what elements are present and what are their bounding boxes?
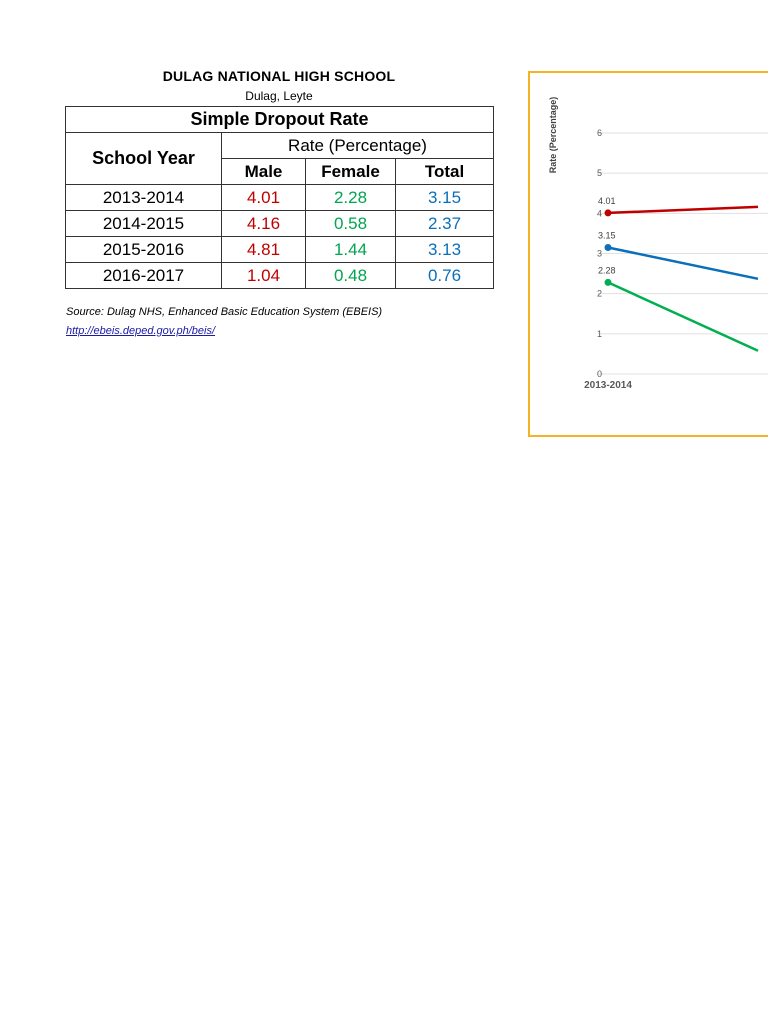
female-cell: 2.28 bbox=[305, 184, 396, 211]
male-column-header: Male bbox=[221, 158, 306, 185]
total-cell: 2.37 bbox=[394, 210, 495, 237]
female-cell: 1.44 bbox=[305, 236, 396, 263]
female-cell: 0.58 bbox=[305, 210, 396, 237]
y-tick-label: 3 bbox=[597, 249, 602, 259]
table-row: 2014-2015 4.16 0.58 2.37 bbox=[65, 210, 495, 237]
male-cell: 4.81 bbox=[221, 236, 306, 263]
female-series-line bbox=[607, 281, 759, 352]
y-axis-title: Rate (Percentage) bbox=[548, 97, 558, 174]
table-row: 2013-2014 4.01 2.28 3.15 bbox=[65, 184, 495, 211]
school-location: Dulag, Leyte bbox=[245, 89, 313, 103]
male-series-line bbox=[607, 205, 759, 215]
y-tick-label: 0 bbox=[597, 369, 602, 379]
total-cell: 3.15 bbox=[394, 184, 495, 211]
y-tick-label: 1 bbox=[597, 329, 602, 339]
female-column-header: Female bbox=[305, 158, 396, 185]
y-tick-label: 6 bbox=[597, 128, 602, 138]
table-row: 2016-2017 1.04 0.48 0.76 bbox=[65, 262, 495, 289]
total-series-line bbox=[607, 246, 759, 281]
year-cell: 2016-2017 bbox=[65, 262, 222, 289]
total-column-header: Total bbox=[394, 158, 495, 185]
school-year-header: School Year bbox=[65, 132, 222, 185]
dropout-chart: 0 1 2 3 4 5 6 Rate (Percentage) 2013-2014 4.01 3.1… bbox=[528, 71, 768, 437]
y-tick-label: 4 bbox=[597, 208, 602, 218]
table-row: 2015-2016 4.81 1.44 3.13 bbox=[65, 236, 495, 263]
male-cell: 1.04 bbox=[221, 262, 306, 289]
source-note: Source: Dulag NHS, Enhanced Basic Educat… bbox=[66, 306, 383, 318]
x-tick-label: 2013-2014 bbox=[584, 380, 632, 391]
female-data-label: 2.28 bbox=[598, 265, 616, 275]
school-title: DULAG NATIONAL HIGH SCHOOL bbox=[162, 68, 396, 84]
year-cell: 2014-2015 bbox=[65, 210, 222, 237]
male-cell: 4.01 bbox=[221, 184, 306, 211]
total-cell: 0.76 bbox=[394, 262, 495, 289]
female-cell: 0.48 bbox=[305, 262, 396, 289]
total-data-point bbox=[604, 243, 612, 251]
rate-header: Rate (Percentage) bbox=[220, 132, 495, 159]
year-cell: 2015-2016 bbox=[65, 236, 222, 263]
female-data-point bbox=[604, 278, 612, 286]
source-link[interactable]: http://ebeis.deped.gov.ph/beis/ bbox=[66, 325, 216, 337]
male-data-label: 4.01 bbox=[598, 196, 616, 206]
table-title: Simple Dropout Rate bbox=[64, 106, 495, 133]
year-cell: 2013-2014 bbox=[65, 184, 222, 211]
y-tick-label: 5 bbox=[597, 168, 602, 178]
chart-svg: 0 1 2 3 4 5 6 Rate (Percentage) 2013-2014 4.01 3.1… bbox=[548, 97, 768, 391]
total-cell: 3.13 bbox=[394, 236, 495, 263]
total-data-label: 3.15 bbox=[598, 230, 616, 240]
male-data-point bbox=[604, 209, 612, 217]
male-cell: 4.16 bbox=[221, 210, 306, 237]
y-tick-label: 2 bbox=[597, 289, 602, 299]
dropout-rate-table: Simple Dropout Rate School Year Rate (Pe… bbox=[64, 106, 495, 289]
